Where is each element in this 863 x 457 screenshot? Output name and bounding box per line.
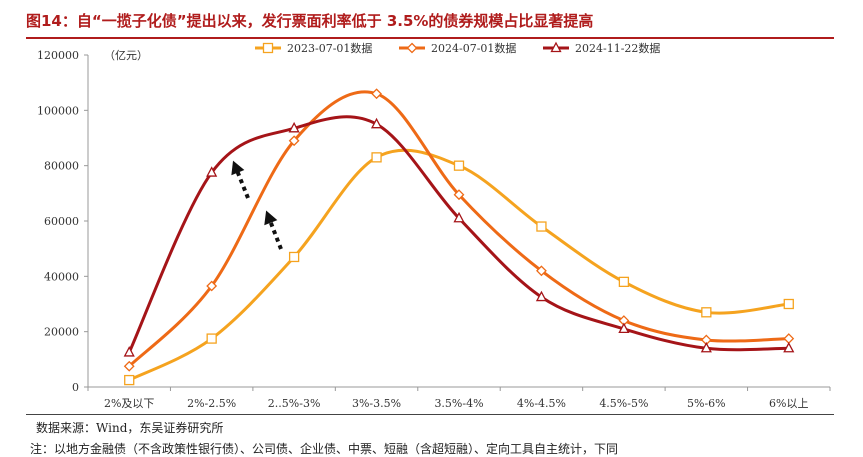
y-tick-label: 40000 xyxy=(44,270,79,283)
legend-swatch-marker xyxy=(406,42,418,54)
legend-label: 2024-07-01数据 xyxy=(431,41,516,55)
data-point xyxy=(783,333,795,345)
x-tick-label: 4.5%-5% xyxy=(599,397,648,410)
x-tick-label: 3.5%-4% xyxy=(434,397,483,410)
legend-label: 2023-07-01数据 xyxy=(287,41,372,55)
series-3 xyxy=(123,115,795,357)
data-point xyxy=(206,166,218,177)
data-point xyxy=(453,211,465,223)
title-rule xyxy=(26,37,834,39)
series-line xyxy=(128,90,789,368)
y-tick-label: 60000 xyxy=(44,215,79,228)
series-2 xyxy=(123,88,795,372)
trend-arrow xyxy=(231,160,250,199)
arrow-shaft xyxy=(267,217,283,250)
series-1 xyxy=(124,148,794,386)
data-point xyxy=(371,88,382,100)
bottom-rule xyxy=(26,414,834,415)
x-tick-label: 3%-3.5% xyxy=(352,397,401,410)
y-tick-label: 0 xyxy=(72,381,79,394)
data-point xyxy=(618,276,630,288)
data-point xyxy=(206,280,218,292)
legend-swatch-marker xyxy=(262,42,274,54)
data-point xyxy=(288,135,300,147)
x-tick-label: 6%以上 xyxy=(769,397,808,410)
arrow-head xyxy=(264,210,278,226)
legend-swatch-marker xyxy=(550,41,562,53)
x-tick-label: 4%-4.5% xyxy=(517,397,566,410)
data-point xyxy=(370,117,383,129)
data-point xyxy=(536,221,547,232)
data-point xyxy=(618,322,630,334)
x-tick-label: 2..5%-3% xyxy=(268,397,321,410)
data-point xyxy=(288,121,300,133)
data-point xyxy=(536,265,547,277)
data-point xyxy=(123,346,135,357)
data-point xyxy=(453,160,465,171)
data-source: 数据来源：Wind，东吴证券研究所 xyxy=(36,421,224,435)
legend-item: 2023-07-01数据 xyxy=(255,41,372,55)
figure-title: 图14：自“一揽子化债”提出以来，发行票面利率低于 3.5%的债券规模占比显著提… xyxy=(26,12,594,30)
y-tick-label: 100000 xyxy=(37,104,79,117)
x-tick-label: 5%-6% xyxy=(687,397,726,410)
data-point xyxy=(124,374,135,386)
data-point xyxy=(371,152,382,163)
data-point xyxy=(700,341,712,353)
arrow-head xyxy=(231,160,245,176)
y-tick-label: 120000 xyxy=(37,49,79,62)
legend-item: 2024-07-01数据 xyxy=(399,41,516,55)
trend-arrows xyxy=(231,160,283,250)
chart-legend: 2023-07-01数据 2024-07-01数据 2024-11-22数据 xyxy=(255,41,660,55)
data-point xyxy=(783,298,794,310)
data-point xyxy=(123,360,135,372)
chart-axes: 0 20000 40000 60000 80000 100000 120000 2%及以下 2%… xyxy=(37,49,831,410)
trend-arrow xyxy=(264,210,283,250)
legend-item: 2024-11-22数据 xyxy=(543,41,660,55)
y-axis-label: （亿元） xyxy=(104,49,148,62)
data-point xyxy=(206,333,217,344)
data-point xyxy=(535,290,548,302)
legend-label: 2024-11-22数据 xyxy=(575,41,660,55)
x-tick-label: 2%及以下 xyxy=(104,397,154,410)
data-point xyxy=(701,307,712,318)
x-tick-label: 2%-2.5% xyxy=(187,397,236,410)
data-point xyxy=(783,341,795,353)
y-tick-label: 80000 xyxy=(44,160,79,173)
arrow-shaft xyxy=(234,167,250,199)
y-tick-label: 20000 xyxy=(44,326,79,339)
data-point xyxy=(288,251,300,263)
chart-series xyxy=(123,88,795,386)
data-point xyxy=(453,189,465,201)
series-line xyxy=(127,115,789,354)
